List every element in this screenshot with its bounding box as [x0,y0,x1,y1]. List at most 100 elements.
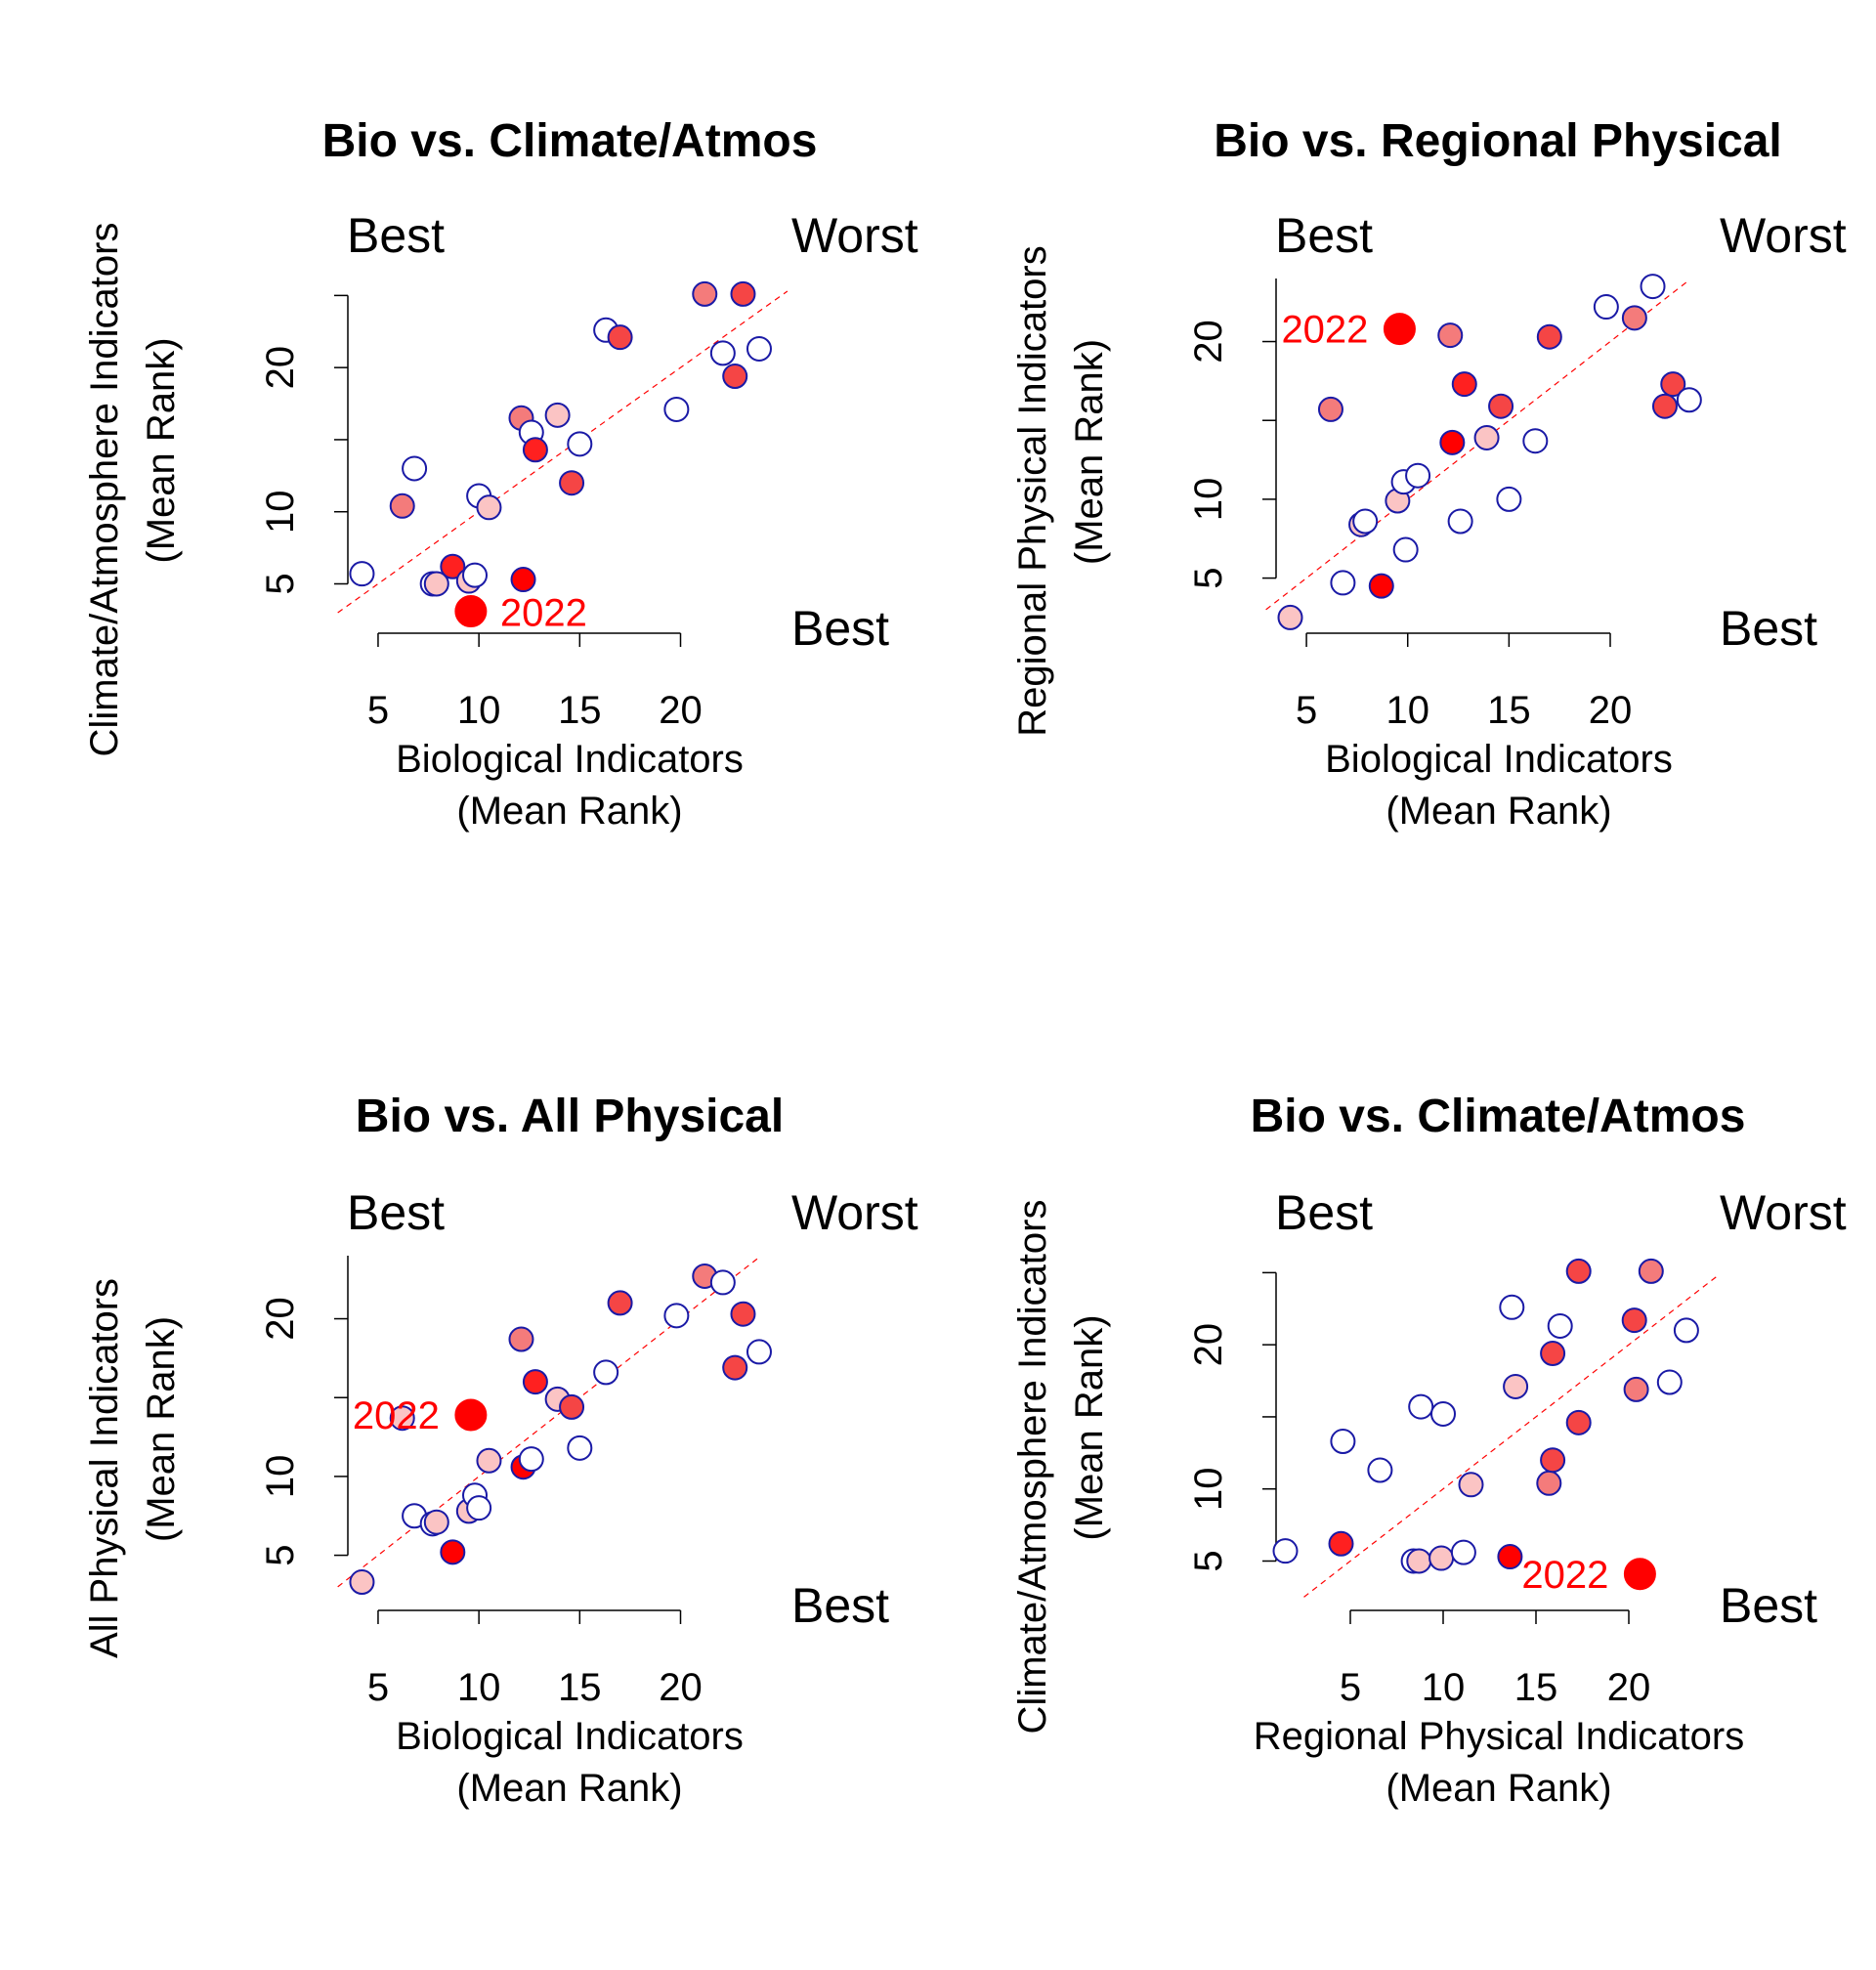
x-axis-label: Regional Physical Indicators [1254,1715,1744,1758]
data-point [1330,1429,1356,1455]
data-point [389,492,415,519]
data-point [423,1509,449,1535]
data-point [462,562,489,588]
data-point [1651,393,1678,419]
data-point [1593,294,1619,321]
data-point [593,1359,619,1386]
data-point [607,324,633,351]
data-point [1536,323,1562,350]
y-tick-label: 20 [259,1297,302,1341]
data-point [722,1354,748,1381]
highlight-label-2022: 2022 [1281,309,1368,352]
x-tick-label: 5 [367,689,389,732]
data-point [663,396,690,422]
data-point [423,571,449,597]
y-axis-label: Regional Physical Indicators [1011,245,1054,736]
data-point [709,1269,736,1296]
data-point [1277,604,1303,630]
y-tick-label: 10 [259,490,302,534]
corner-label-worst: Worst [791,208,918,263]
data-point [349,1569,375,1596]
data-point [510,567,536,593]
data-point [1450,1539,1476,1565]
data-point [1522,428,1549,454]
chart-title: Bio vs. All Physical [356,1091,784,1142]
y-axis-label-units: (Mean Rank) [1068,339,1111,565]
data-point [1428,1545,1455,1571]
data-point [1328,1530,1354,1557]
data-point [1408,1393,1434,1420]
y-tick-label: 10 [259,1455,302,1499]
y-axis-label-units: (Mean Rank) [140,337,183,563]
one-to-one-line [1265,280,1688,611]
y-tick-label: 5 [1187,567,1230,588]
y-tick-label: 10 [1187,478,1230,521]
data-point [1540,1447,1566,1474]
highlight-point-2022 [454,595,488,628]
x-tick-label: 10 [457,1666,501,1709]
y-axis-label: All Physical Indicators [83,1278,126,1658]
data-point [440,553,466,579]
y-tick-label: 20 [1187,1323,1230,1367]
data-point [1621,1307,1647,1334]
data-point [1499,1294,1525,1320]
corner-label-best-top: Best [347,1185,445,1240]
x-tick-label: 20 [659,1666,703,1709]
x-axis-label-units: (Mean Rank) [1386,1767,1611,1810]
x-tick-label: 15 [1514,1666,1558,1709]
x-axis-label-units: (Mean Rank) [1386,790,1611,833]
data-point [1656,1369,1683,1395]
chart-title: Bio vs. Climate/Atmos [1251,1091,1746,1142]
x-tick-label: 15 [1487,689,1531,732]
data-point [559,470,585,496]
data-point [1405,462,1431,489]
highlight-label-2022: 2022 [353,1394,440,1437]
chart-title: Bio vs. Regional Physical [1214,115,1782,167]
x-tick-label: 5 [367,1666,389,1709]
y-tick-label: 20 [259,346,302,390]
data-point [1497,1544,1523,1570]
corner-label-best-bottom: Best [791,1578,889,1633]
data-point [1547,1312,1573,1339]
data-point [1638,1258,1664,1284]
x-tick-label: 15 [558,689,602,732]
y-tick-label: 5 [1187,1550,1230,1571]
one-to-one-line [337,290,789,614]
data-point [730,1301,756,1327]
data-point [544,402,571,428]
data-point [402,455,428,482]
y-axis-label-units: (Mean Rank) [140,1316,183,1542]
data-point [440,1539,466,1565]
data-point [1430,1400,1456,1427]
data-point [567,431,593,457]
highlight-label-2022: 2022 [500,592,587,635]
x-tick-label: 20 [1589,689,1633,732]
data-point [746,1339,772,1365]
data-point [1536,1470,1562,1496]
x-tick-label: 20 [659,689,703,732]
scatter-panel-3: Bio vs. All Physical 5 10 15 20 5 10 20 Biologic… [83,1091,918,1810]
data-point [476,494,502,521]
data-point [1330,570,1356,596]
data-point [1272,1538,1299,1564]
data-point [1367,1457,1393,1483]
highlight-point-2022 [1383,313,1416,346]
data-point [1406,1548,1432,1574]
data-point [1458,1472,1484,1498]
highlight-point-2022 [454,1398,488,1432]
corner-label-best-bottom: Best [1720,601,1817,656]
data-point [508,1326,534,1352]
y-axis-label: Climate/Atmosphere Indicators [1011,1200,1054,1734]
highlight-label-2022: 2022 [1521,1554,1608,1597]
data-point [522,1369,548,1395]
data-point [349,561,375,587]
scatter-panel-2: Bio vs. Regional Physical 5 10 15 20 5 10 20 Bio… [1011,115,1847,833]
scatter-panel-1: Bio vs. Climate/Atmos 5 10 15 20 5 10 20 Biologi… [83,115,918,833]
data-point [1660,371,1686,398]
data-point [746,335,772,362]
corner-label-best-bottom: Best [791,601,889,656]
x-tick-label: 10 [1386,689,1429,732]
data-point [1640,274,1666,300]
data-point [1352,508,1379,535]
data-point [1540,1341,1566,1367]
